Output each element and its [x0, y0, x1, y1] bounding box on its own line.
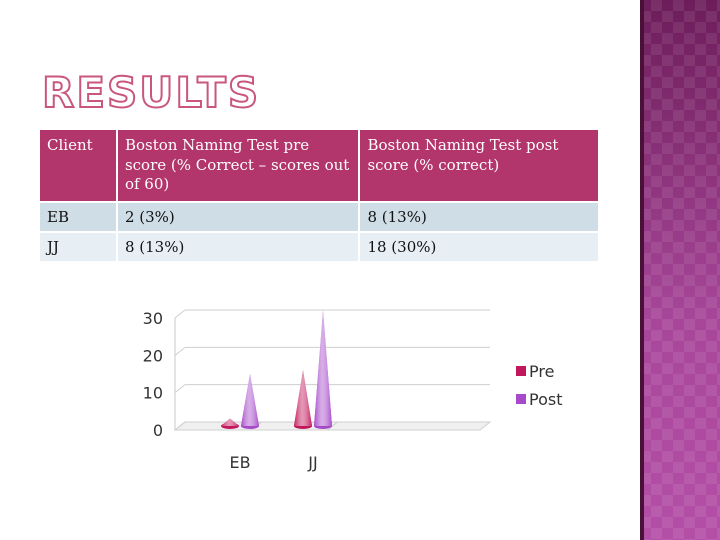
- gridline: [174, 421, 186, 431]
- y-tick-label: 0: [153, 421, 163, 440]
- header-client: Client: [40, 130, 118, 202]
- legend-label-post: Post: [529, 390, 562, 409]
- decorative-side-panel: [640, 0, 720, 540]
- x-tick-label: EB: [229, 453, 250, 472]
- header-post-score: Boston Naming Test post score (% correct…: [359, 130, 600, 202]
- cone-shading: [294, 370, 312, 426]
- gridline: [174, 384, 186, 394]
- legend-swatch-post: [516, 394, 526, 404]
- legend-label-pre: Pre: [529, 362, 554, 381]
- y-tick-label: 30: [143, 309, 163, 328]
- gridline: [174, 346, 186, 356]
- x-tick-label: JJ: [307, 453, 317, 472]
- cell-pre-score: 8 (13%): [116, 230, 361, 261]
- cell-client: EB: [40, 200, 118, 232]
- cone-shading: [314, 310, 332, 426]
- cone-bar-chart: 0 10 20 30 EB JJ Pre Post: [143, 309, 563, 472]
- slide-title: RESULTS: [41, 68, 261, 117]
- y-tick-label: 10: [143, 384, 163, 403]
- cell-pre-score: 2 (3%): [116, 200, 361, 232]
- cell-post-score: 8 (13%): [359, 200, 600, 232]
- results-table: Client Boston Naming Test pre score (% C…: [40, 130, 600, 261]
- cell-post-score: 18 (30%): [359, 230, 600, 261]
- gridline: [174, 309, 186, 319]
- cone-shading: [241, 373, 259, 426]
- cone-shading: [221, 418, 239, 426]
- header-pre-score: Boston Naming Test pre score (% Correct …: [116, 130, 361, 202]
- table-row: EB 2 (3%) 8 (13%): [40, 200, 600, 232]
- legend-swatch-pre: [516, 366, 526, 376]
- cell-client: JJ: [40, 230, 118, 261]
- table-header-row: Client Boston Naming Test pre score (% C…: [40, 130, 600, 202]
- table-row: JJ 8 (13%) 18 (30%): [40, 230, 600, 261]
- y-tick-label: 20: [143, 346, 163, 365]
- gridline: [327, 421, 338, 431]
